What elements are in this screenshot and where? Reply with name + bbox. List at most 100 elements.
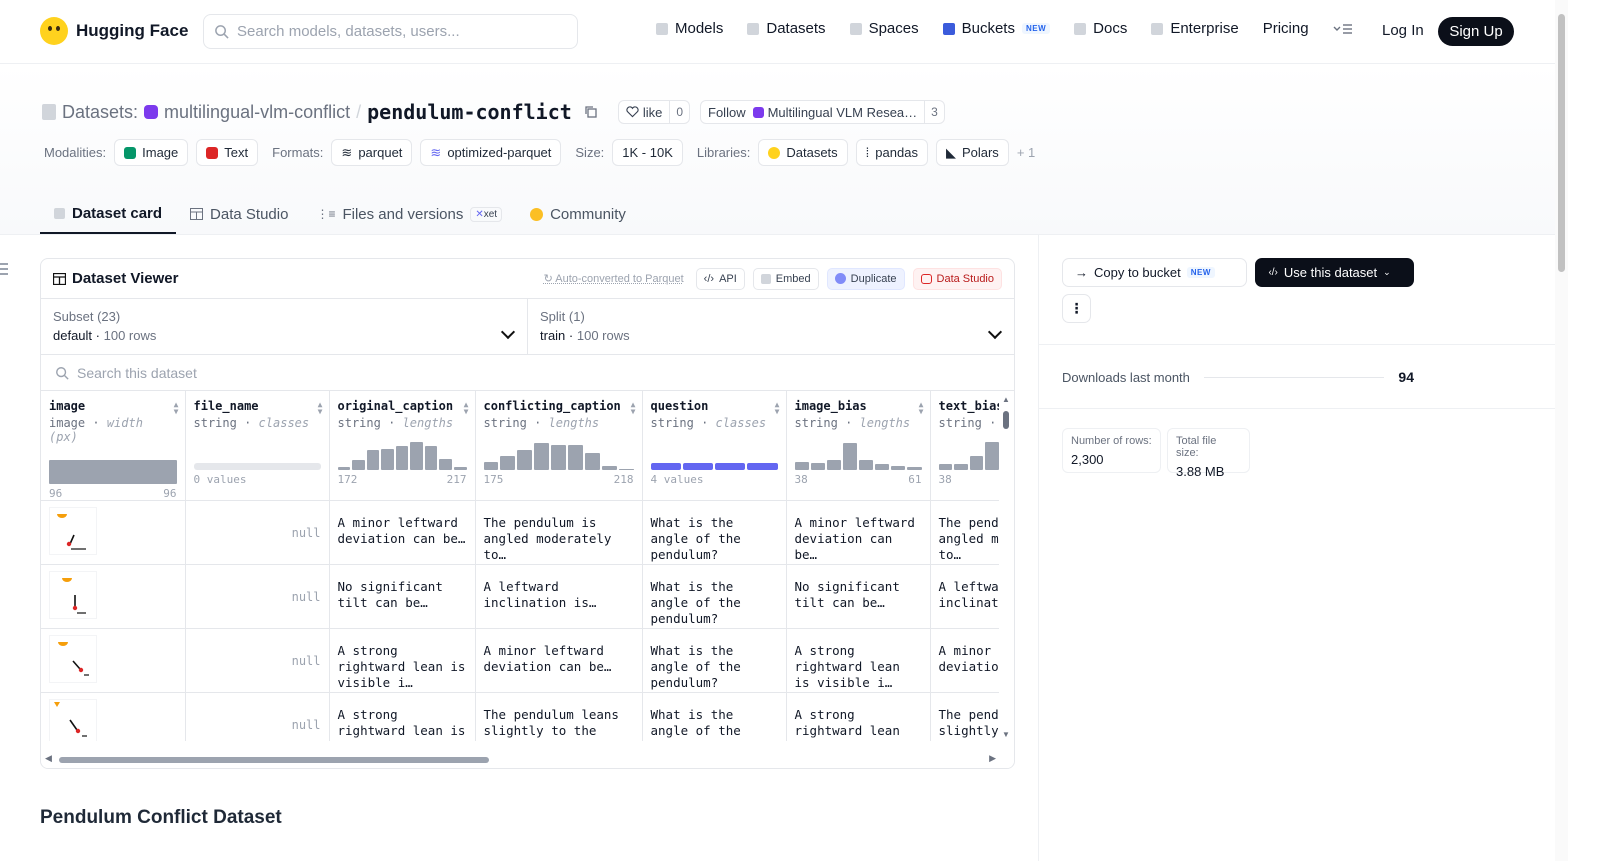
nav-datasets[interactable]: Datasets <box>747 20 826 37</box>
toc-toggle-icon[interactable] <box>0 263 8 275</box>
histogram-bar[interactable] <box>985 442 999 470</box>
image-bias-cell[interactable]: A minor leftward deviation can be… <box>786 500 931 565</box>
nav-more-menu[interactable] <box>1333 23 1353 35</box>
class-segment[interactable] <box>715 463 746 470</box>
nav-pricing[interactable]: Pricing <box>1263 20 1309 37</box>
file-name-cell[interactable]: null <box>185 692 330 741</box>
table-horizontal-scrollbar[interactable]: ◀ ▶ <box>41 750 1014 768</box>
conflicting-caption-cell[interactable]: A leftward inclination is… <box>475 564 643 629</box>
image-cell[interactable] <box>41 564 186 629</box>
table-row[interactable]: null A minor leftward deviation can be… … <box>41 500 999 565</box>
breadcrumb-org[interactable]: multilingual-vlm-conflict <box>164 101 351 122</box>
modality-text-tag[interactable]: Text <box>196 139 259 166</box>
scrollbar-thumb[interactable] <box>59 757 489 763</box>
image-cell[interactable] <box>41 500 186 565</box>
histogram-bar[interactable] <box>875 464 890 470</box>
image-bias-cell[interactable]: No significant tilt can be… <box>786 564 931 629</box>
histogram-bar[interactable] <box>938 464 952 470</box>
histogram-bar[interactable] <box>439 458 452 470</box>
format-parquet-tag[interactable]: ≋ parquet <box>331 139 413 166</box>
copy-icon[interactable] <box>584 105 598 119</box>
global-search-input[interactable]: Search models, datasets, users... <box>203 14 578 49</box>
dataset-search-input[interactable]: Search this dataset <box>41 355 1014 391</box>
histogram-bar[interactable] <box>954 464 968 470</box>
histogram-bar[interactable] <box>794 461 809 470</box>
histogram-bar[interactable] <box>618 468 634 470</box>
use-this-dataset-button[interactable]: ‹/› Use this dataset ⌄ <box>1255 258 1414 287</box>
column-header-text-bias[interactable]: text_bias string · lengths 38 <box>930 391 999 501</box>
copy-to-bucket-button[interactable]: → Copy to bucket NEW <box>1062 258 1248 287</box>
image-cell[interactable] <box>41 692 186 741</box>
column-header-original-caption[interactable]: original_caption string · lengths ▲ ▼ 172… <box>329 391 476 501</box>
follow-button[interactable]: Follow Multilingual VLM Resea… 3 <box>700 100 945 124</box>
nav-spaces[interactable]: Spaces <box>849 20 919 37</box>
question-cell[interactable]: What is the angle of the pendulum? <box>642 564 787 629</box>
original-caption-cell[interactable]: A minor leftward deviation can be… <box>329 500 476 565</box>
scroll-right-icon[interactable]: ▶ <box>989 753 996 763</box>
more-libraries[interactable]: + 1 <box>1016 145 1036 160</box>
library-polars-tag[interactable]: ◣ Polars <box>935 139 1009 166</box>
column-header-conflicting-caption[interactable]: conflicting_caption string · lengths ▲ ▼ … <box>475 391 643 501</box>
scrollbar-thumb[interactable] <box>1003 411 1009 429</box>
file-name-cell[interactable]: null <box>185 628 330 693</box>
histogram-bar[interactable] <box>891 465 906 470</box>
image-bias-cell[interactable]: A strong rightward lean is visible i… <box>786 628 931 693</box>
tab-dataset-card[interactable]: Dataset card <box>40 194 177 234</box>
sort-icon[interactable]: ▲ ▼ <box>463 400 469 416</box>
original-caption-cell[interactable]: A strong rightward lean is visible i… <box>329 628 476 693</box>
histogram-bar[interactable] <box>551 444 566 470</box>
subset-select[interactable]: Subset (23) default · 100 rows <box>41 299 527 354</box>
histogram-bar[interactable] <box>584 453 600 470</box>
histogram-bar[interactable] <box>483 461 499 470</box>
pendulum-thumbnail[interactable] <box>49 699 97 741</box>
format-optimized-parquet-tag[interactable]: ≋ optimized-parquet <box>420 139 562 166</box>
histogram-bar[interactable] <box>567 444 583 470</box>
question-cell[interactable]: What is the angle of the pendulum? <box>642 692 787 741</box>
sort-icon[interactable]: ▲ ▼ <box>774 400 780 416</box>
histogram-bar[interactable] <box>410 442 423 470</box>
login-link[interactable]: Log In <box>1382 22 1424 39</box>
pendulum-thumbnail[interactable] <box>49 635 97 683</box>
conflicting-caption-cell[interactable]: The pendulum leans slightly to the left… <box>475 692 643 741</box>
histogram-bar[interactable] <box>907 467 922 470</box>
class-segment[interactable] <box>650 463 681 470</box>
histogram-bar[interactable] <box>337 467 351 470</box>
like-button[interactable]: like 0 <box>617 100 691 124</box>
pendulum-thumbnail[interactable] <box>49 507 97 555</box>
tab-community[interactable]: Community <box>516 194 640 234</box>
histogram-bar[interactable] <box>352 460 365 470</box>
embed-button[interactable]: Embed <box>752 267 819 290</box>
question-cell[interactable]: What is the angle of the pendulum? <box>642 500 787 565</box>
tab-files-and-versions[interactable]: ⋮≡ Files and versions ✕xet <box>302 194 516 234</box>
pendulum-thumbnail[interactable] <box>49 571 97 619</box>
nav-models[interactable]: Models <box>656 20 723 37</box>
sort-icon[interactable]: ▲ ▼ <box>918 400 924 416</box>
image-cell[interactable] <box>41 628 186 693</box>
column-header-question[interactable]: question string · classes ▲ ▼ 4 values <box>642 391 787 501</box>
text-bias-cell[interactable]: A minor leftward deviation can be… <box>930 628 999 693</box>
split-select[interactable]: Split (1) train · 100 rows <box>527 299 1014 354</box>
histogram-bar[interactable] <box>424 446 438 470</box>
conflicting-caption-cell[interactable]: The pendulum is angled moderately to… <box>475 500 643 565</box>
column-header-image-bias[interactable]: image_bias string · lengths ▲ ▼ 38 61 <box>786 391 931 501</box>
histogram-bar[interactable] <box>395 446 409 470</box>
file-name-cell[interactable]: null <box>185 564 330 629</box>
nav-enterprise[interactable]: Enterprise <box>1151 20 1239 37</box>
nav-buckets[interactable]: Buckets NEW <box>942 20 1051 37</box>
duplicate-button[interactable]: Duplicate <box>826 267 905 290</box>
scroll-up-icon[interactable]: ▲ <box>1002 395 1010 404</box>
conflicting-caption-cell[interactable]: A minor leftward deviation can be… <box>475 628 643 693</box>
library-datasets-tag[interactable]: Datasets <box>758 139 848 166</box>
breadcrumb-section[interactable]: Datasets: <box>62 101 139 122</box>
sort-icon[interactable]: ▲ ▼ <box>173 400 179 416</box>
library-pandas-tag[interactable]: ⁞ pandas <box>855 139 928 166</box>
dataset-name[interactable]: pendulum-conflict <box>367 100 572 124</box>
class-segment[interactable] <box>682 463 713 470</box>
column-header-file-name[interactable]: file_name string · classes ▲ ▼ 0 values <box>185 391 330 501</box>
brand-logo[interactable]: Hugging Face <box>40 17 188 45</box>
question-cell[interactable]: What is the angle of the pendulum? <box>642 628 787 693</box>
auto-converted-link[interactable]: ↻ Auto-converted to Parquet <box>543 273 684 285</box>
histogram-bar[interactable] <box>381 449 394 470</box>
sort-icon[interactable]: ▲ ▼ <box>317 400 323 416</box>
sort-icon[interactable]: ▲ ▼ <box>630 400 636 416</box>
